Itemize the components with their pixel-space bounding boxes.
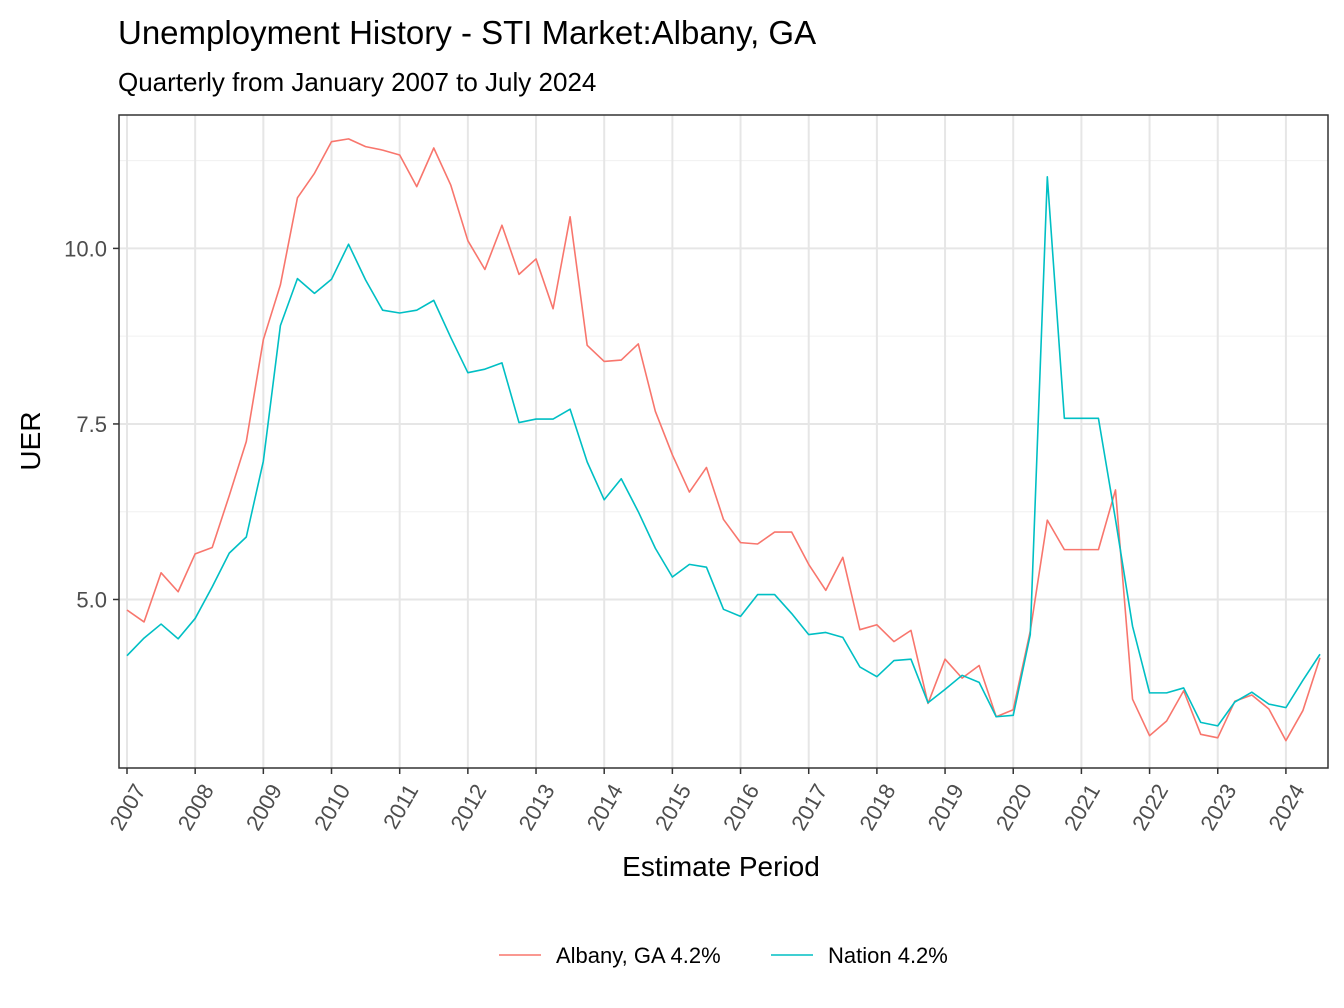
series-lines: [126, 138, 1321, 742]
series-line-1: [126, 175, 1321, 727]
x-tick-label: 2013: [514, 780, 560, 835]
chart-title: Unemployment History - STI Market:Albany…: [118, 14, 816, 51]
chart-subtitle: Quarterly from January 2007 to July 2024: [118, 67, 596, 97]
y-tick-label: 7.5: [76, 412, 107, 437]
plot-frame: [118, 114, 1329, 769]
x-tick-label: 2022: [1127, 780, 1173, 835]
x-axis: 2007 2008 2009 2010 2011 2012 2013 2014 2015 2016…: [105, 768, 1310, 835]
legend: Albany, GA 4.2% Nation 4.2%: [499, 943, 948, 968]
legend-label-0: Albany, GA 4.2%: [556, 943, 721, 968]
x-tick-label: 2010: [309, 780, 355, 835]
x-tick-label: 2009: [241, 780, 287, 835]
x-tick-label: 2016: [718, 780, 764, 835]
y-axis: 5.0 7.5 10.0: [64, 236, 119, 612]
x-tick-label: 2018: [854, 780, 900, 835]
x-tick-label: 2012: [445, 780, 491, 835]
x-tick-label: 2024: [1263, 780, 1309, 835]
x-tick-label: 2007: [105, 780, 151, 835]
x-tick-label: 2020: [991, 780, 1037, 835]
y-axis-title: UER: [15, 411, 46, 470]
y-tick-label: 5.0: [76, 587, 107, 612]
x-tick-label: 2011: [378, 780, 423, 833]
legend-label-1: Nation 4.2%: [828, 943, 948, 968]
x-tick-label: 2014: [582, 780, 628, 835]
x-tick-label: 2023: [1195, 780, 1241, 835]
series-line-0: [126, 138, 1321, 742]
grid-lines: [119, 115, 1328, 768]
y-tick-label: 10.0: [64, 236, 107, 261]
x-tick-label: 2015: [650, 780, 696, 835]
x-tick-label: 2019: [923, 780, 969, 835]
x-axis-title: Estimate Period: [622, 851, 820, 882]
x-tick-label: 2017: [786, 780, 832, 835]
x-tick-label: 2021: [1059, 780, 1105, 835]
x-tick-label: 2008: [173, 780, 219, 835]
